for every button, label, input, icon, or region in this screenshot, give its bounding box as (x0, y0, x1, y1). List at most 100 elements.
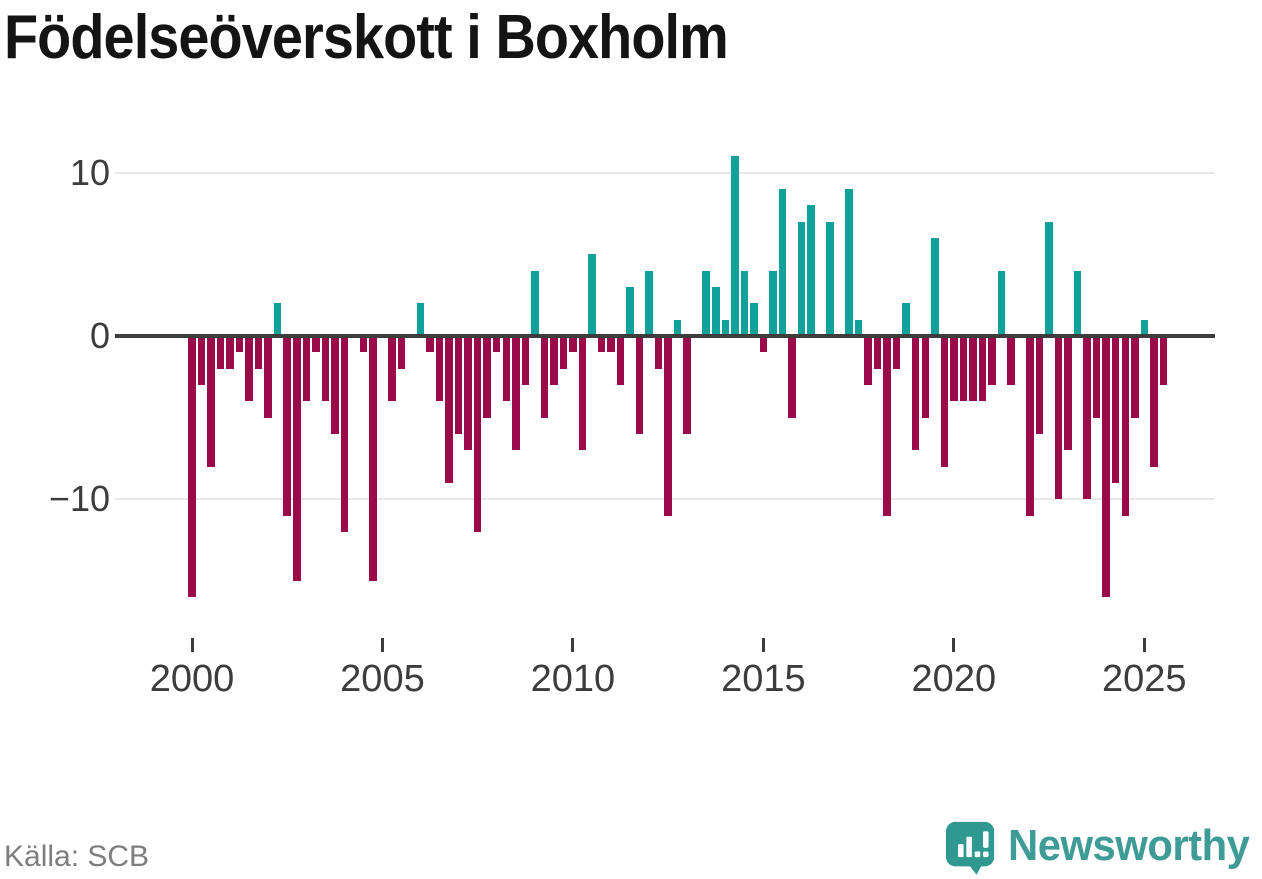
bar-negative[interactable] (1092, 336, 1101, 418)
bar-positive[interactable] (769, 270, 777, 336)
bar-negative[interactable] (1026, 336, 1034, 516)
bar-negative[interactable] (235, 336, 244, 353)
bar-negative[interactable] (969, 336, 977, 402)
x-axis-label: 2020 (911, 658, 997, 700)
bar-negative[interactable] (911, 336, 920, 451)
bar-negative[interactable] (1121, 336, 1129, 516)
bar-negative[interactable] (283, 336, 291, 516)
bar-negative[interactable] (473, 336, 482, 532)
bar-negative[interactable] (245, 336, 253, 402)
bar-negative[interactable] (559, 336, 568, 369)
bar-negative[interactable] (1131, 336, 1139, 418)
bar-negative[interactable] (254, 336, 263, 369)
bar-positive[interactable] (807, 205, 815, 336)
newsworthy-logo[interactable]: Newsworthy (946, 814, 1262, 878)
bar-negative[interactable] (302, 336, 311, 402)
bar-negative[interactable] (197, 336, 206, 385)
bar-negative[interactable] (950, 336, 958, 402)
bar-negative[interactable] (1159, 336, 1168, 385)
bar-negative[interactable] (892, 336, 901, 369)
bar-negative[interactable] (369, 336, 377, 581)
bar-negative[interactable] (188, 336, 196, 598)
bar-positive[interactable] (645, 270, 653, 336)
bar-negative[interactable] (1102, 336, 1110, 598)
bar-positive[interactable] (273, 303, 282, 336)
bar-positive[interactable] (626, 287, 634, 336)
bar-negative[interactable] (635, 336, 644, 434)
bar-negative[interactable] (940, 336, 949, 467)
bar-negative[interactable] (959, 336, 968, 402)
bar-negative[interactable] (454, 336, 463, 434)
bar-negative[interactable] (607, 336, 615, 353)
bar-negative[interactable] (873, 336, 882, 369)
bar-negative[interactable] (569, 336, 577, 353)
bar-negative[interactable] (550, 336, 558, 385)
bar-negative[interactable] (521, 336, 530, 385)
bar-negative[interactable] (664, 336, 672, 516)
bar-positive[interactable] (931, 238, 939, 336)
bar-positive[interactable] (826, 221, 834, 336)
bar-negative[interactable] (1007, 336, 1015, 385)
bar-positive[interactable] (531, 270, 539, 336)
bar-negative[interactable] (464, 336, 472, 451)
bar-negative[interactable] (359, 336, 368, 353)
bar-negative[interactable] (540, 336, 549, 418)
bar-negative[interactable] (502, 336, 510, 402)
bar-negative[interactable] (340, 336, 349, 532)
bar-negative[interactable] (512, 336, 520, 451)
bar-negative[interactable] (597, 336, 606, 353)
bar-negative[interactable] (426, 336, 434, 353)
bar-negative[interactable] (226, 336, 234, 369)
bar-negative[interactable] (654, 336, 663, 369)
bar-negative[interactable] (988, 336, 996, 385)
bar-positive[interactable] (902, 303, 910, 336)
bar-negative[interactable] (492, 336, 501, 353)
bar-positive[interactable] (845, 189, 853, 336)
bar-negative[interactable] (1111, 336, 1120, 483)
bar-negative[interactable] (207, 336, 215, 467)
bar-negative[interactable] (788, 336, 796, 418)
bar-positive[interactable] (731, 156, 739, 336)
bar-negative[interactable] (483, 336, 491, 418)
bar-negative[interactable] (683, 336, 691, 434)
bar-negative[interactable] (921, 336, 930, 418)
bar-negative[interactable] (616, 336, 625, 385)
bar-positive[interactable] (1045, 221, 1053, 336)
bar-negative[interactable] (1054, 336, 1063, 500)
bar-negative[interactable] (1064, 336, 1072, 451)
bar-negative[interactable] (883, 336, 891, 516)
bar-negative[interactable] (388, 336, 396, 402)
bar-positive[interactable] (740, 270, 749, 336)
x-axis-label: 2000 (149, 658, 235, 700)
bar-negative[interactable] (397, 336, 406, 369)
bar-negative[interactable] (759, 336, 768, 353)
bar-negative[interactable] (435, 336, 444, 402)
bar-positive[interactable] (702, 270, 710, 336)
bar-negative[interactable] (445, 336, 453, 483)
bar-positive[interactable] (673, 319, 682, 336)
bar-negative[interactable] (1150, 336, 1158, 467)
bar-positive[interactable] (797, 221, 806, 336)
bar-positive[interactable] (721, 319, 730, 336)
bar-negative[interactable] (978, 336, 987, 402)
bar-negative[interactable] (578, 336, 587, 451)
bar-negative[interactable] (264, 336, 272, 418)
bar-positive[interactable] (997, 270, 1006, 336)
bar-positive[interactable] (712, 287, 720, 336)
bar-negative[interactable] (331, 336, 339, 434)
bar-negative[interactable] (1035, 336, 1044, 434)
bar-positive[interactable] (588, 254, 596, 336)
bar-negative[interactable] (321, 336, 330, 402)
zero-axis-line (115, 334, 1215, 338)
bar-positive[interactable] (778, 189, 787, 336)
bar-negative[interactable] (293, 336, 301, 581)
bar-negative[interactable] (864, 336, 872, 385)
bar-negative[interactable] (1083, 336, 1091, 500)
bar-negative[interactable] (216, 336, 225, 369)
bar-positive[interactable] (1073, 270, 1082, 336)
bar-positive[interactable] (854, 319, 863, 336)
bar-positive[interactable] (750, 303, 758, 336)
bar-positive[interactable] (1140, 319, 1149, 336)
bar-negative[interactable] (312, 336, 320, 353)
bar-positive[interactable] (416, 303, 425, 336)
